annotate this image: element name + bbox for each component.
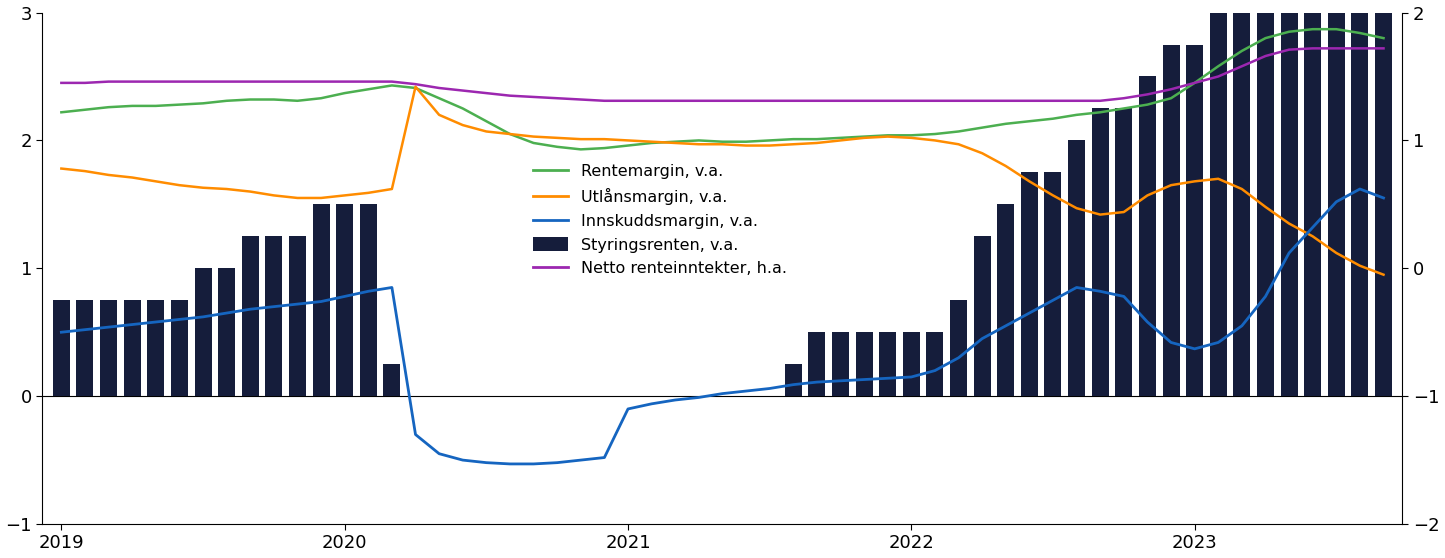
Bar bbox=[997, 204, 1014, 396]
Bar bbox=[218, 268, 236, 396]
Bar bbox=[808, 332, 825, 396]
Bar bbox=[77, 300, 94, 396]
Bar bbox=[1139, 76, 1156, 396]
Bar bbox=[1234, 13, 1250, 396]
Bar bbox=[1305, 0, 1321, 396]
Bar bbox=[383, 364, 400, 396]
Bar bbox=[1328, 0, 1345, 396]
Bar bbox=[100, 300, 117, 396]
Bar bbox=[1209, 13, 1227, 396]
Bar bbox=[53, 300, 69, 396]
Bar bbox=[1116, 108, 1133, 396]
Bar bbox=[1186, 45, 1204, 396]
Bar bbox=[949, 300, 967, 396]
Bar bbox=[1257, 13, 1274, 396]
Bar bbox=[195, 268, 211, 396]
Bar bbox=[1045, 172, 1062, 396]
Bar bbox=[360, 204, 377, 396]
Bar bbox=[266, 237, 282, 396]
Bar bbox=[926, 332, 944, 396]
Bar bbox=[855, 332, 873, 396]
Bar bbox=[832, 332, 850, 396]
Bar bbox=[879, 332, 896, 396]
Bar bbox=[1280, 0, 1298, 396]
Bar bbox=[337, 204, 353, 396]
Bar bbox=[124, 300, 140, 396]
Bar bbox=[241, 237, 259, 396]
Bar bbox=[312, 204, 329, 396]
Bar bbox=[171, 300, 188, 396]
Bar bbox=[1091, 108, 1108, 396]
Bar bbox=[1020, 172, 1038, 396]
Legend: Rentemargin, v.a., Utlånsmargin, v.a., Innskuddsmargin, v.a., Styringsrenten, v.: Rentemargin, v.a., Utlånsmargin, v.a., I… bbox=[533, 163, 788, 276]
Bar bbox=[1376, 0, 1392, 396]
Bar bbox=[1351, 0, 1368, 396]
Bar bbox=[785, 364, 802, 396]
Bar bbox=[289, 237, 306, 396]
Bar bbox=[147, 300, 165, 396]
Bar bbox=[974, 237, 991, 396]
Bar bbox=[903, 332, 920, 396]
Bar bbox=[1068, 141, 1085, 396]
Bar bbox=[1163, 45, 1179, 396]
